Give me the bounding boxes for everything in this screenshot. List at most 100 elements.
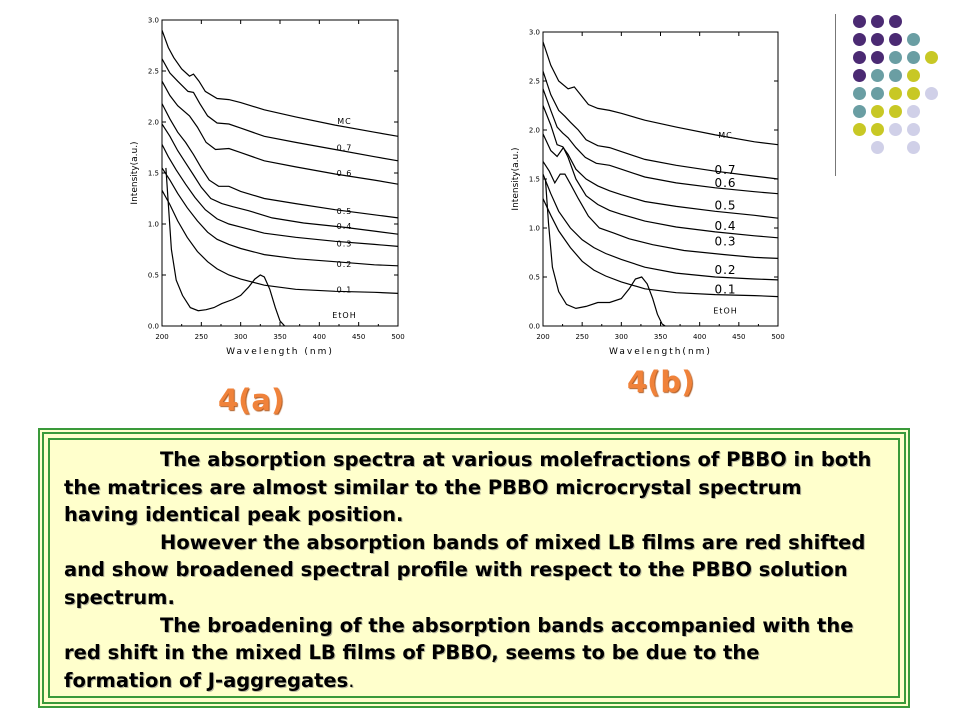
- decor-dot: [871, 69, 884, 82]
- series-line: [161, 167, 399, 267]
- y-tick-label: 0.0: [148, 323, 159, 331]
- decor-dot: [907, 123, 920, 136]
- x-tick-label: 350: [273, 333, 286, 341]
- plot-frame: [161, 19, 399, 327]
- x-tick-label: 500: [391, 333, 404, 341]
- x-tick-label: 350: [654, 333, 667, 341]
- decor-dot: [871, 141, 884, 154]
- y-tick-label: 3.0: [529, 29, 540, 37]
- decor-dot: [889, 105, 902, 118]
- series-label: 0.5: [337, 207, 353, 216]
- description-box: The absorption spectra at various molefr…: [38, 428, 910, 708]
- x-tick-label: 200: [536, 333, 549, 341]
- series-line: [161, 29, 399, 137]
- series-line: [161, 190, 399, 294]
- series-line: [161, 123, 399, 235]
- y-tick-label: 3.0: [148, 17, 159, 25]
- series-line: [161, 80, 399, 185]
- paragraph-2: However the absorption bands of mixed LB…: [64, 530, 866, 609]
- y-tick-label: 1.0: [529, 225, 540, 233]
- y-tick-label: 2.0: [148, 119, 159, 127]
- x-axis-label: Wavelength(nm): [609, 347, 712, 357]
- y-tick-label: 2.5: [529, 78, 540, 86]
- figure-label-4a: 4(a): [218, 383, 285, 417]
- decorative-divider: [835, 14, 836, 176]
- decor-dot: [889, 51, 902, 64]
- decor-dot: [871, 33, 884, 46]
- y-axis-label: Intensity(a.u.): [130, 141, 140, 204]
- decor-dot: [871, 105, 884, 118]
- x-tick-label: 500: [771, 333, 784, 341]
- x-tick-label: 200: [155, 333, 168, 341]
- decor-dot: [889, 87, 902, 100]
- decor-dot: [925, 87, 938, 100]
- series-label: 0.4: [337, 222, 353, 231]
- decor-dot: [925, 51, 938, 64]
- x-tick-label: 450: [732, 333, 745, 341]
- series-label: 0.1: [714, 283, 736, 297]
- series-label: 0.2: [714, 263, 736, 277]
- series-label: 0.7: [337, 144, 353, 153]
- y-tick-label: 1.5: [148, 170, 159, 178]
- decor-dot: [889, 69, 902, 82]
- decor-dot: [871, 51, 884, 64]
- decor-dot: [853, 87, 866, 100]
- series-label: 0.7: [714, 163, 736, 177]
- series-label: EtOH: [713, 306, 738, 315]
- y-tick-label: 2.5: [148, 68, 159, 76]
- x-tick-label: 250: [575, 333, 588, 341]
- y-tick-label: 2.0: [529, 127, 540, 135]
- y-tick-label: 0.0: [529, 323, 540, 331]
- series-label: 0.6: [714, 176, 736, 190]
- series-label: 0.1: [337, 285, 353, 294]
- series-label: 0.4: [714, 219, 736, 233]
- chart-4a: 200 250 300 350 400 450 500 0.0 0.5 1.0 1.5 2.0 2.5 3…: [130, 17, 405, 358]
- y-tick-label: 1.5: [529, 176, 540, 184]
- x-tick-label: 450: [352, 333, 365, 341]
- decor-dot: [853, 33, 866, 46]
- decor-dot: [871, 15, 884, 28]
- series-line: [161, 144, 399, 247]
- description-text: The absorption spectra at various molefr…: [64, 446, 874, 694]
- paragraph-3: The broadening of the absorption bands a…: [64, 612, 874, 695]
- plot-frame: [542, 31, 779, 327]
- series-line: [542, 105, 779, 219]
- decor-dot: [889, 15, 902, 28]
- series-line: [542, 161, 779, 259]
- paragraph-1: The absorption spectra at various molefr…: [64, 448, 872, 527]
- paragraph-3-text: The broadening of the absorption bands a…: [64, 613, 854, 692]
- series-line: [542, 71, 779, 180]
- decor-dot: [853, 123, 866, 136]
- series-label: 0.2: [337, 260, 353, 269]
- paragraph-3-end: .: [348, 668, 355, 692]
- y-tick-label: 0.5: [148, 272, 159, 280]
- series-line: [544, 178, 666, 327]
- y-tick-label: 0.5: [529, 274, 540, 282]
- series-line: [542, 88, 779, 195]
- series-line: [542, 173, 779, 281]
- decor-dot: [871, 87, 884, 100]
- series-label: EtOH: [332, 311, 357, 320]
- series-label: MC: [718, 131, 733, 140]
- series-label: 0.3: [337, 239, 353, 248]
- decor-dot: [853, 15, 866, 28]
- x-tick-label: 300: [234, 333, 247, 341]
- decor-dot: [907, 87, 920, 100]
- decor-dot: [907, 33, 920, 46]
- series-line: [542, 41, 779, 146]
- x-axis-label: Wavelength (nm): [226, 347, 334, 357]
- decor-dot: [889, 33, 902, 46]
- y-axis-label: Intensity(a.u.): [511, 147, 521, 210]
- series-label: MC: [337, 117, 352, 126]
- decor-dot: [907, 141, 920, 154]
- series-line: [542, 133, 779, 239]
- decor-dot: [853, 51, 866, 64]
- series-label: 0.3: [714, 235, 736, 249]
- decor-dot: [889, 123, 902, 136]
- series-line: [161, 103, 399, 219]
- chart-4b: 200 250 300 350 400 450 500 0.0 0.5 1.0 1.5 2.0 2.5 3…: [511, 29, 785, 358]
- series-line: [165, 167, 286, 327]
- decor-dot: [871, 123, 884, 136]
- decor-dot: [907, 69, 920, 82]
- series-line: [542, 198, 779, 298]
